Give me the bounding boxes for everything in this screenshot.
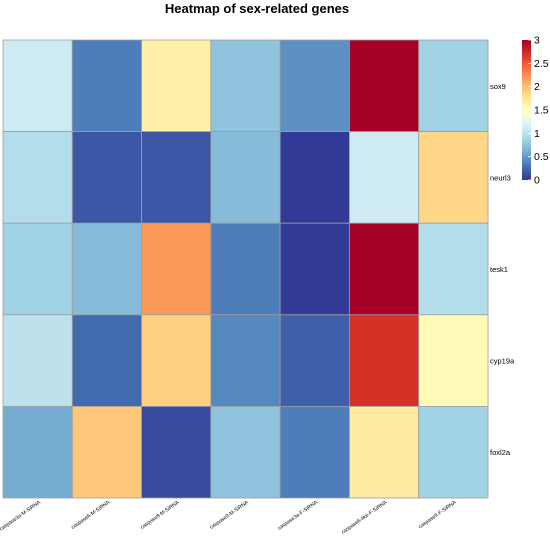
- heatmap-cell-neurl3-1: [2, 131, 73, 224]
- heatmap-cells: [2, 39, 489, 499]
- legend-tick-label-6: 3: [534, 35, 540, 47]
- column-label-3: caspase8-M-SiRNA: [140, 499, 181, 530]
- column-label-7: caspase9-F-SiRNA: [418, 499, 458, 530]
- column-label-4: caspase9-M-SiRNA: [209, 499, 250, 530]
- legend-tick-label-0: 0: [534, 175, 540, 187]
- column-label-1: caspase3a-M-SiRNA: [0, 499, 42, 532]
- column-label-6: caspase6-like-F-SiRNA: [341, 499, 389, 535]
- heatmap-cell-foxl2a-2: [71, 405, 142, 499]
- heatmap-cell-neurl3-3: [141, 131, 212, 224]
- heatmap-cell-sox9-7: [418, 39, 489, 132]
- heatmap-cell-tesk1-6: [349, 222, 420, 316]
- heatmap-cell-foxl2a-4: [210, 405, 281, 499]
- heatmap-cell-neurl3-7: [418, 131, 489, 224]
- heatmap-cell-cyp19a-2: [71, 314, 142, 407]
- heatmap-cell-cyp19a-3: [141, 314, 212, 407]
- row-label-foxl2a: foxl2a: [490, 448, 511, 457]
- heatmap-cell-cyp19a-1: [2, 314, 73, 407]
- color-legend: 0 0.5 1 1.5 2 2.5 3: [522, 35, 549, 187]
- heatmap-cell-sox9-6: [349, 39, 420, 132]
- heatmap-cell-cyp19a-5: [279, 314, 350, 407]
- heatmap-cell-tesk1-4: [210, 222, 281, 316]
- heatmap-cell-tesk1-1: [2, 222, 73, 316]
- heatmap-cell-tesk1-7: [418, 222, 489, 316]
- legend-ticks: 0 0.5 1 1.5 2 2.5 3: [528, 35, 549, 187]
- heatmap-cell-foxl2a-6: [349, 405, 420, 499]
- row-label-cyp19a: cyp19a: [490, 357, 515, 366]
- heatmap-cell-neurl3-6: [349, 131, 420, 224]
- heatmap-cell-sox9-1: [2, 39, 73, 132]
- legend-tick-label-4: 2: [534, 81, 540, 93]
- legend-color-bar: [522, 40, 531, 180]
- legend-tick-label-1: 0.5: [534, 151, 549, 163]
- heatmap-cell-cyp19a-7: [418, 314, 489, 407]
- heatmap-cell-sox9-3: [141, 39, 212, 132]
- heatmap-cell-sox9-2: [71, 39, 142, 132]
- heatmap-cell-neurl3-5: [279, 131, 350, 224]
- column-labels: caspase3a-M-SiRNA caspase6-M-SiRNA caspase…: [0, 499, 458, 535]
- heatmap-cell-sox9-4: [210, 39, 281, 132]
- heatmap-cell-neurl3-4: [210, 131, 281, 224]
- heatmap-cell-foxl2a-5: [279, 405, 350, 499]
- legend-tick-label-2: 1: [534, 128, 540, 140]
- heatmap-cell-tesk1-3: [141, 222, 212, 316]
- legend-tick-label-5: 2.5: [534, 58, 549, 70]
- heatmap-cell-foxl2a-1: [2, 405, 73, 499]
- heatmap-cell-tesk1-5: [279, 222, 350, 316]
- column-label-2: caspase6-M-SiRNA: [70, 499, 111, 530]
- heatmap-cell-cyp19a-6: [349, 314, 420, 407]
- heatmap-cell-foxl2a-3: [141, 405, 212, 499]
- row-labels: sox9 neurl3 tesk1 cyp19a foxl2a: [490, 82, 515, 457]
- row-label-sox9: sox9: [490, 82, 506, 91]
- row-label-neurl3: neurl3: [490, 173, 511, 182]
- heatmap-cell-foxl2a-7: [418, 405, 489, 499]
- heatmap-cell-neurl3-2: [71, 131, 142, 224]
- heatmap-cell-tesk1-2: [71, 222, 142, 316]
- chart-title: Heatmap of sex-related genes: [165, 1, 349, 16]
- row-label-tesk1: tesk1: [490, 265, 508, 274]
- heatmap-cell-sox9-5: [279, 39, 350, 132]
- legend-tick-label-3: 1.5: [534, 105, 549, 117]
- heatmap-cell-cyp19a-4: [210, 314, 281, 407]
- column-label-5: caspase3a-F-SiRNA: [277, 499, 320, 531]
